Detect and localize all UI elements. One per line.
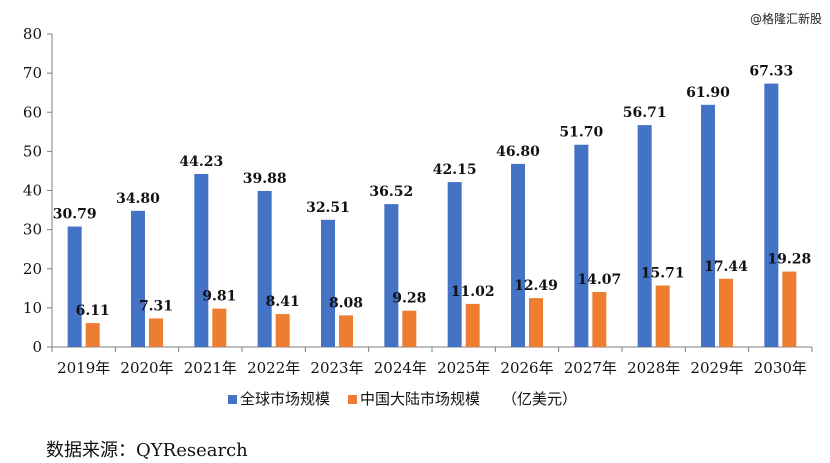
data-label-global: 36.52 (369, 184, 413, 200)
y-tick-label: 30 (23, 221, 42, 239)
x-tick-label: 2028年 (627, 359, 680, 377)
x-tick-label: 2019年 (57, 359, 110, 377)
data-label-china: 15.71 (641, 266, 685, 282)
source-note: 数据来源：QYResearch (46, 440, 248, 461)
legend-swatch-china (348, 395, 357, 404)
legend-unit-label: （亿美元） (502, 390, 577, 408)
x-tick-label: 2027年 (564, 359, 617, 377)
data-label-global: 46.80 (496, 144, 540, 160)
bar-global (447, 182, 462, 347)
y-tick-label: 60 (23, 103, 42, 121)
bar-china (85, 323, 100, 347)
bar-china (592, 291, 607, 347)
data-label-china: 19.28 (767, 252, 811, 268)
bar-china (339, 315, 353, 347)
bar-global (701, 104, 715, 347)
data-label-global: 34.80 (116, 191, 160, 207)
x-tick-label: 2022年 (247, 359, 300, 377)
data-label-china: 7.31 (139, 298, 173, 314)
x-tick-label: 2024年 (374, 359, 427, 377)
y-tick-label: 70 (23, 64, 42, 82)
bar-global (574, 144, 589, 347)
data-label-global: 39.88 (243, 171, 287, 187)
bar-china (782, 271, 797, 347)
bar-china (529, 298, 543, 347)
data-label-global: 32.51 (306, 200, 350, 216)
bar-china (212, 308, 227, 347)
bar-china (655, 285, 670, 347)
bar-global (637, 125, 652, 347)
x-tick-label: 2021年 (184, 359, 237, 377)
y-tick-label: 50 (23, 142, 42, 160)
bar-global (67, 226, 82, 347)
bar-china (465, 303, 480, 347)
x-tick-label: 2030年 (754, 359, 807, 377)
data-label-china: 17.44 (704, 259, 748, 275)
data-label-china: 12.49 (514, 278, 558, 294)
y-tick-label: 40 (23, 182, 42, 200)
bar-global (194, 173, 209, 347)
bar-chart: 0 10 20 30 40 50 60 70 80 2019年 30.79 6.11 2020年 34.… (23, 25, 813, 408)
data-label-global: 61.90 (686, 85, 730, 101)
watermark-text: @格隆汇新股 (749, 12, 822, 26)
bar-global (257, 190, 272, 347)
y-tick-label: 10 (23, 299, 42, 317)
bar-global (131, 210, 145, 347)
x-tick-label: 2025年 (437, 359, 490, 377)
legend-label-china: 中国大陆市场规模 (360, 390, 480, 408)
bar-global (321, 219, 335, 347)
data-label-global: 51.70 (559, 125, 603, 141)
legend-swatch-global (228, 395, 237, 404)
legend-label-global: 全球市场规模 (240, 390, 330, 408)
bar-china (275, 314, 290, 347)
data-label-china: 8.08 (329, 295, 363, 311)
data-label-global: 67.33 (749, 64, 793, 80)
x-tick-label: 2026年 (500, 359, 553, 377)
data-label-china: 14.07 (577, 272, 621, 288)
y-tick-label: 20 (23, 260, 42, 278)
x-tick-label: 2020年 (120, 359, 173, 377)
data-label-global: 42.15 (433, 162, 477, 178)
bar-global (384, 204, 399, 347)
data-label-china: 8.41 (266, 294, 300, 310)
data-label-global: 30.79 (53, 207, 97, 223)
data-label-global: 44.23 (179, 154, 223, 170)
data-label-china: 9.81 (202, 289, 236, 305)
y-tick-label: 80 (23, 25, 42, 43)
data-label-china: 11.02 (451, 284, 495, 300)
bar-china (402, 310, 417, 347)
data-label-china: 9.28 (392, 291, 426, 307)
x-tick-label: 2023年 (310, 359, 363, 377)
data-label-global: 56.71 (623, 105, 667, 121)
y-tick-label: 0 (32, 338, 42, 356)
bar-china (719, 278, 733, 347)
bar-china (149, 318, 163, 347)
bar-global (764, 83, 779, 347)
x-tick-label: 2029年 (690, 359, 743, 377)
data-label-china: 6.11 (76, 303, 110, 319)
bar-global (511, 163, 525, 347)
